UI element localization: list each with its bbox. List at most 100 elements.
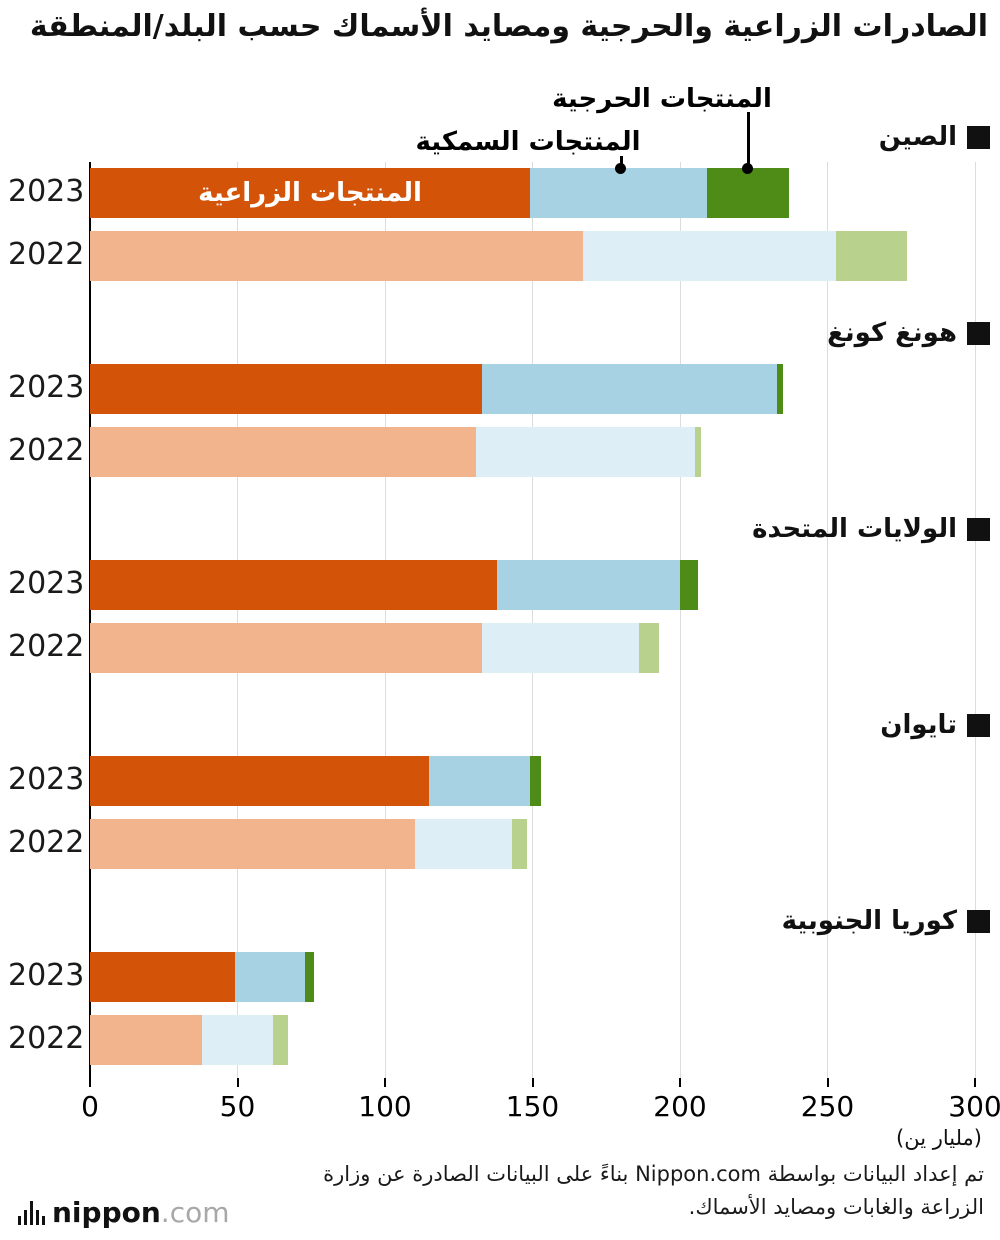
segment-china-2022-forestry — [836, 231, 908, 281]
axis-tick-50 — [236, 1078, 239, 1087]
nippon-logo-tld: .com — [160, 1196, 230, 1229]
axis-tick-label-200: 200 — [653, 1090, 707, 1123]
country-header-china: الصين — [879, 120, 990, 154]
axis-tick-250 — [826, 1078, 829, 1087]
chart-title: الصادرات الزراعية والحرجية ومصايد الأسما… — [29, 9, 988, 44]
gridline-200 — [679, 162, 681, 1078]
country-header-taiwan: تايوان — [880, 708, 990, 742]
segment-south-korea-2023-agriculture — [90, 952, 235, 1002]
segment-taiwan-2023-fishery — [429, 756, 530, 806]
bar-united-states-2022 — [90, 623, 660, 673]
segment-taiwan-2023-forestry — [529, 756, 542, 806]
bar-china-2023 — [90, 168, 790, 218]
country-label-south-korea: كوريا الجنوبية — [781, 906, 957, 936]
segment-united-states-2023-fishery — [497, 560, 680, 610]
axis-tick-label-0: 0 — [81, 1090, 99, 1123]
segment-china-2023-fishery — [529, 168, 707, 218]
bar-hong-kong-2022 — [90, 427, 701, 477]
year-label-south-korea-2023: 2023 — [8, 958, 85, 993]
country-header-south-korea: كوريا الجنوبية — [782, 904, 990, 938]
legend-forestry-leader-line — [747, 112, 750, 166]
bar-taiwan-2022 — [90, 819, 527, 869]
segment-united-states-2023-agriculture — [90, 560, 498, 610]
country-label-united-states: الولايات المتحدة — [752, 514, 957, 544]
segment-taiwan-2022-forestry — [511, 819, 527, 869]
segment-china-2022-agriculture — [90, 231, 583, 281]
country-marker-south-korea — [967, 909, 990, 933]
axis-unit-label: (مليار ين) — [896, 1126, 982, 1150]
nippon-logo: nippon.com — [18, 1196, 230, 1229]
axis-tick-150 — [531, 1078, 534, 1087]
legend-forestry-dot — [742, 163, 753, 174]
gridline-50 — [237, 162, 238, 1078]
segment-south-korea-2022-forestry — [272, 1015, 288, 1065]
country-label-china: الصين — [878, 122, 957, 152]
segment-china-2022-fishery — [582, 231, 837, 281]
axis-tick-label-250: 250 — [800, 1090, 855, 1123]
gridline-250 — [827, 162, 828, 1078]
nippon-logo-wordmark: nippon.com — [52, 1196, 230, 1229]
country-header-hong-kong: هونغ كونغ — [827, 316, 990, 350]
year-label-south-korea-2022: 2022 — [8, 1021, 85, 1056]
legend-forestry-label: المنتجات الحرجية — [552, 84, 772, 114]
segment-united-states-2023-forestry — [679, 560, 698, 610]
segment-south-korea-2022-fishery — [202, 1015, 273, 1065]
segment-hong-kong-2023-fishery — [482, 364, 778, 414]
country-marker-united-states — [967, 517, 990, 541]
segment-hong-kong-2023-forestry — [777, 364, 784, 414]
gridline-100 — [384, 162, 386, 1078]
segment-hong-kong-2022-agriculture — [90, 427, 477, 477]
country-label-taiwan: تايوان — [880, 710, 957, 740]
country-label-hong-kong: هونغ كونغ — [827, 318, 957, 348]
gridline-300 — [974, 162, 976, 1078]
year-label-hong-kong-2022: 2022 — [8, 433, 85, 468]
year-label-china-2022: 2022 — [8, 237, 85, 272]
axis-tick-200 — [679, 1078, 681, 1087]
bar-taiwan-2023 — [90, 756, 542, 806]
axis-tick-label-100: 100 — [358, 1090, 412, 1123]
legend-fishery-leader-line — [620, 156, 623, 166]
segment-hong-kong-2022-forestry — [694, 427, 701, 477]
axis-tick-0 — [89, 1078, 91, 1087]
segment-china-2023-agriculture — [90, 168, 530, 218]
y-axis-line — [89, 162, 91, 1078]
bar-south-korea-2022 — [90, 1015, 288, 1065]
bar-hong-kong-2023 — [90, 364, 784, 414]
legend-fishery-dot — [615, 163, 626, 174]
year-label-united-states-2022: 2022 — [8, 629, 85, 664]
source-note: تم إعداد البيانات بواسطة Nippon.com بناء… — [323, 1158, 984, 1223]
country-header-united-states: الولايات المتحدة — [752, 512, 990, 546]
source-note-line2: الزراعة والغابات ومصايد الأسماك. — [688, 1194, 984, 1219]
country-marker-china — [967, 125, 990, 149]
axis-tick-100 — [384, 1078, 386, 1087]
segment-south-korea-2022-agriculture — [90, 1015, 203, 1065]
legend-fishery-label: المنتجات السمكية — [415, 127, 641, 157]
segment-taiwan-2022-agriculture — [90, 819, 415, 869]
source-note-line1: تم إعداد البيانات بواسطة Nippon.com بناء… — [323, 1162, 984, 1186]
bar-china-2022 — [90, 231, 908, 281]
segment-china-2023-forestry — [706, 168, 790, 218]
country-marker-hong-kong — [967, 321, 990, 345]
segment-hong-kong-2022-fishery — [476, 427, 695, 477]
country-marker-taiwan — [967, 713, 990, 737]
year-label-china-2023: 2023 — [8, 174, 85, 209]
segment-south-korea-2023-fishery — [234, 952, 306, 1002]
axis-tick-300 — [974, 1078, 976, 1087]
nippon-logo-text: nippon — [52, 1196, 161, 1229]
segment-united-states-2022-forestry — [638, 623, 660, 673]
segment-united-states-2022-fishery — [482, 623, 639, 673]
segment-taiwan-2023-agriculture — [90, 756, 430, 806]
gridline-150 — [532, 162, 533, 1078]
axis-tick-label-150: 150 — [505, 1090, 560, 1123]
segment-taiwan-2022-fishery — [414, 819, 512, 869]
bar-south-korea-2023 — [90, 952, 315, 1002]
segment-hong-kong-2023-agriculture — [90, 364, 483, 414]
axis-tick-label-50: 50 — [219, 1090, 256, 1123]
bar-united-states-2023 — [90, 560, 698, 610]
year-label-united-states-2023: 2023 — [8, 566, 85, 601]
year-label-hong-kong-2023: 2023 — [8, 370, 85, 405]
year-label-taiwan-2022: 2022 — [8, 825, 85, 860]
nippon-logo-bars-icon — [18, 1200, 45, 1225]
